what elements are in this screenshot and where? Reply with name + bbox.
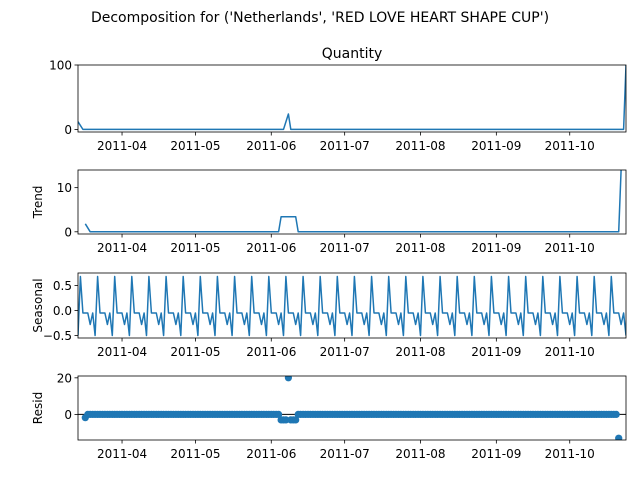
resid-point [275, 410, 283, 418]
x-tick-label: 2011-05 [170, 345, 220, 359]
y-tick-label: 10 [57, 181, 72, 195]
x-tick-label: 2011-08 [395, 447, 445, 461]
axes-frame [77, 272, 627, 339]
y-tick-label: 0.5 [53, 279, 72, 293]
y-tick-label: −0.5 [43, 329, 72, 343]
panel-2: Trend 0 10 2011-04 2011-05 2011-06 2011-07 2011… [31, 169, 627, 255]
x-tick-label: 2011-10 [545, 447, 595, 461]
x-tick-label: 2011-07 [320, 241, 370, 255]
x-tick-label: 2011-07 [320, 345, 370, 359]
plot-area [78, 275, 626, 337]
panel-3: Seasonal−0.5 0.0 0.5 2011-04 2011-05 2011-06 2… [31, 272, 627, 359]
x-tick-label: 2011-10 [545, 241, 595, 255]
x-tick-label: 2011-08 [395, 241, 445, 255]
x-tick-label: 2011-04 [97, 241, 147, 255]
resid-point [292, 416, 300, 424]
y-axis-label: Trend [31, 186, 45, 220]
x-tick-label: 2011-04 [97, 447, 147, 461]
y-tick-label: 0.0 [53, 304, 72, 318]
resid-point [284, 376, 292, 382]
x-tick-label: 2011-09 [471, 241, 521, 255]
x-tick-label: 2011-09 [471, 139, 521, 153]
y-axis-label: Seasonal [31, 278, 45, 332]
x-tick-label: 2011-06 [246, 447, 296, 461]
y-tick-label: 20 [57, 371, 72, 385]
y-tick-label: 0 [64, 408, 72, 422]
panel-1: Quantity 0 100 2011-04 2011-05 2011-06 2011-07… [49, 46, 627, 153]
y-tick-label: 100 [49, 59, 72, 73]
x-tick-label: 2011-05 [170, 139, 220, 153]
panel-title: Quantity [322, 46, 383, 62]
y-tick-label: 0 [64, 225, 72, 239]
x-tick-label: 2011-07 [320, 447, 370, 461]
y-axis-label: Resid [31, 392, 45, 424]
x-tick-label: 2011-05 [170, 447, 220, 461]
x-tick-label: 2011-09 [471, 345, 521, 359]
axes-frame [77, 64, 627, 133]
x-tick-label: 2011-08 [395, 345, 445, 359]
x-tick-label: 2011-04 [97, 345, 147, 359]
plot-area [84, 170, 622, 233]
resid-point [615, 434, 623, 440]
x-tick-label: 2011-07 [320, 139, 370, 153]
plot-area [78, 65, 626, 131]
x-tick-label: 2011-10 [545, 139, 595, 153]
x-tick-label: 2011-05 [170, 241, 220, 255]
axes-frame [77, 375, 627, 441]
series-line [78, 65, 626, 131]
x-tick-label: 2011-06 [246, 139, 296, 153]
figure-title: Decomposition for ('Netherlands', 'RED L… [91, 10, 549, 26]
y-tick-label: 0 [64, 123, 72, 137]
seasonal-line [78, 275, 626, 337]
x-tick-label: 2011-09 [471, 447, 521, 461]
x-tick-label: 2011-04 [97, 139, 147, 153]
x-tick-label: 2011-08 [395, 139, 445, 153]
plot-area [78, 376, 626, 440]
x-tick-label: 2011-06 [246, 241, 296, 255]
panel-4: Resid 0 20 2011-04 2011-05 2011-06 2011-07 2011… [31, 371, 627, 461]
axes-frame [77, 169, 627, 235]
x-tick-label: 2011-06 [246, 345, 296, 359]
resid-point [612, 410, 620, 418]
x-tick-label: 2011-10 [545, 345, 595, 359]
series-line [84, 170, 622, 233]
